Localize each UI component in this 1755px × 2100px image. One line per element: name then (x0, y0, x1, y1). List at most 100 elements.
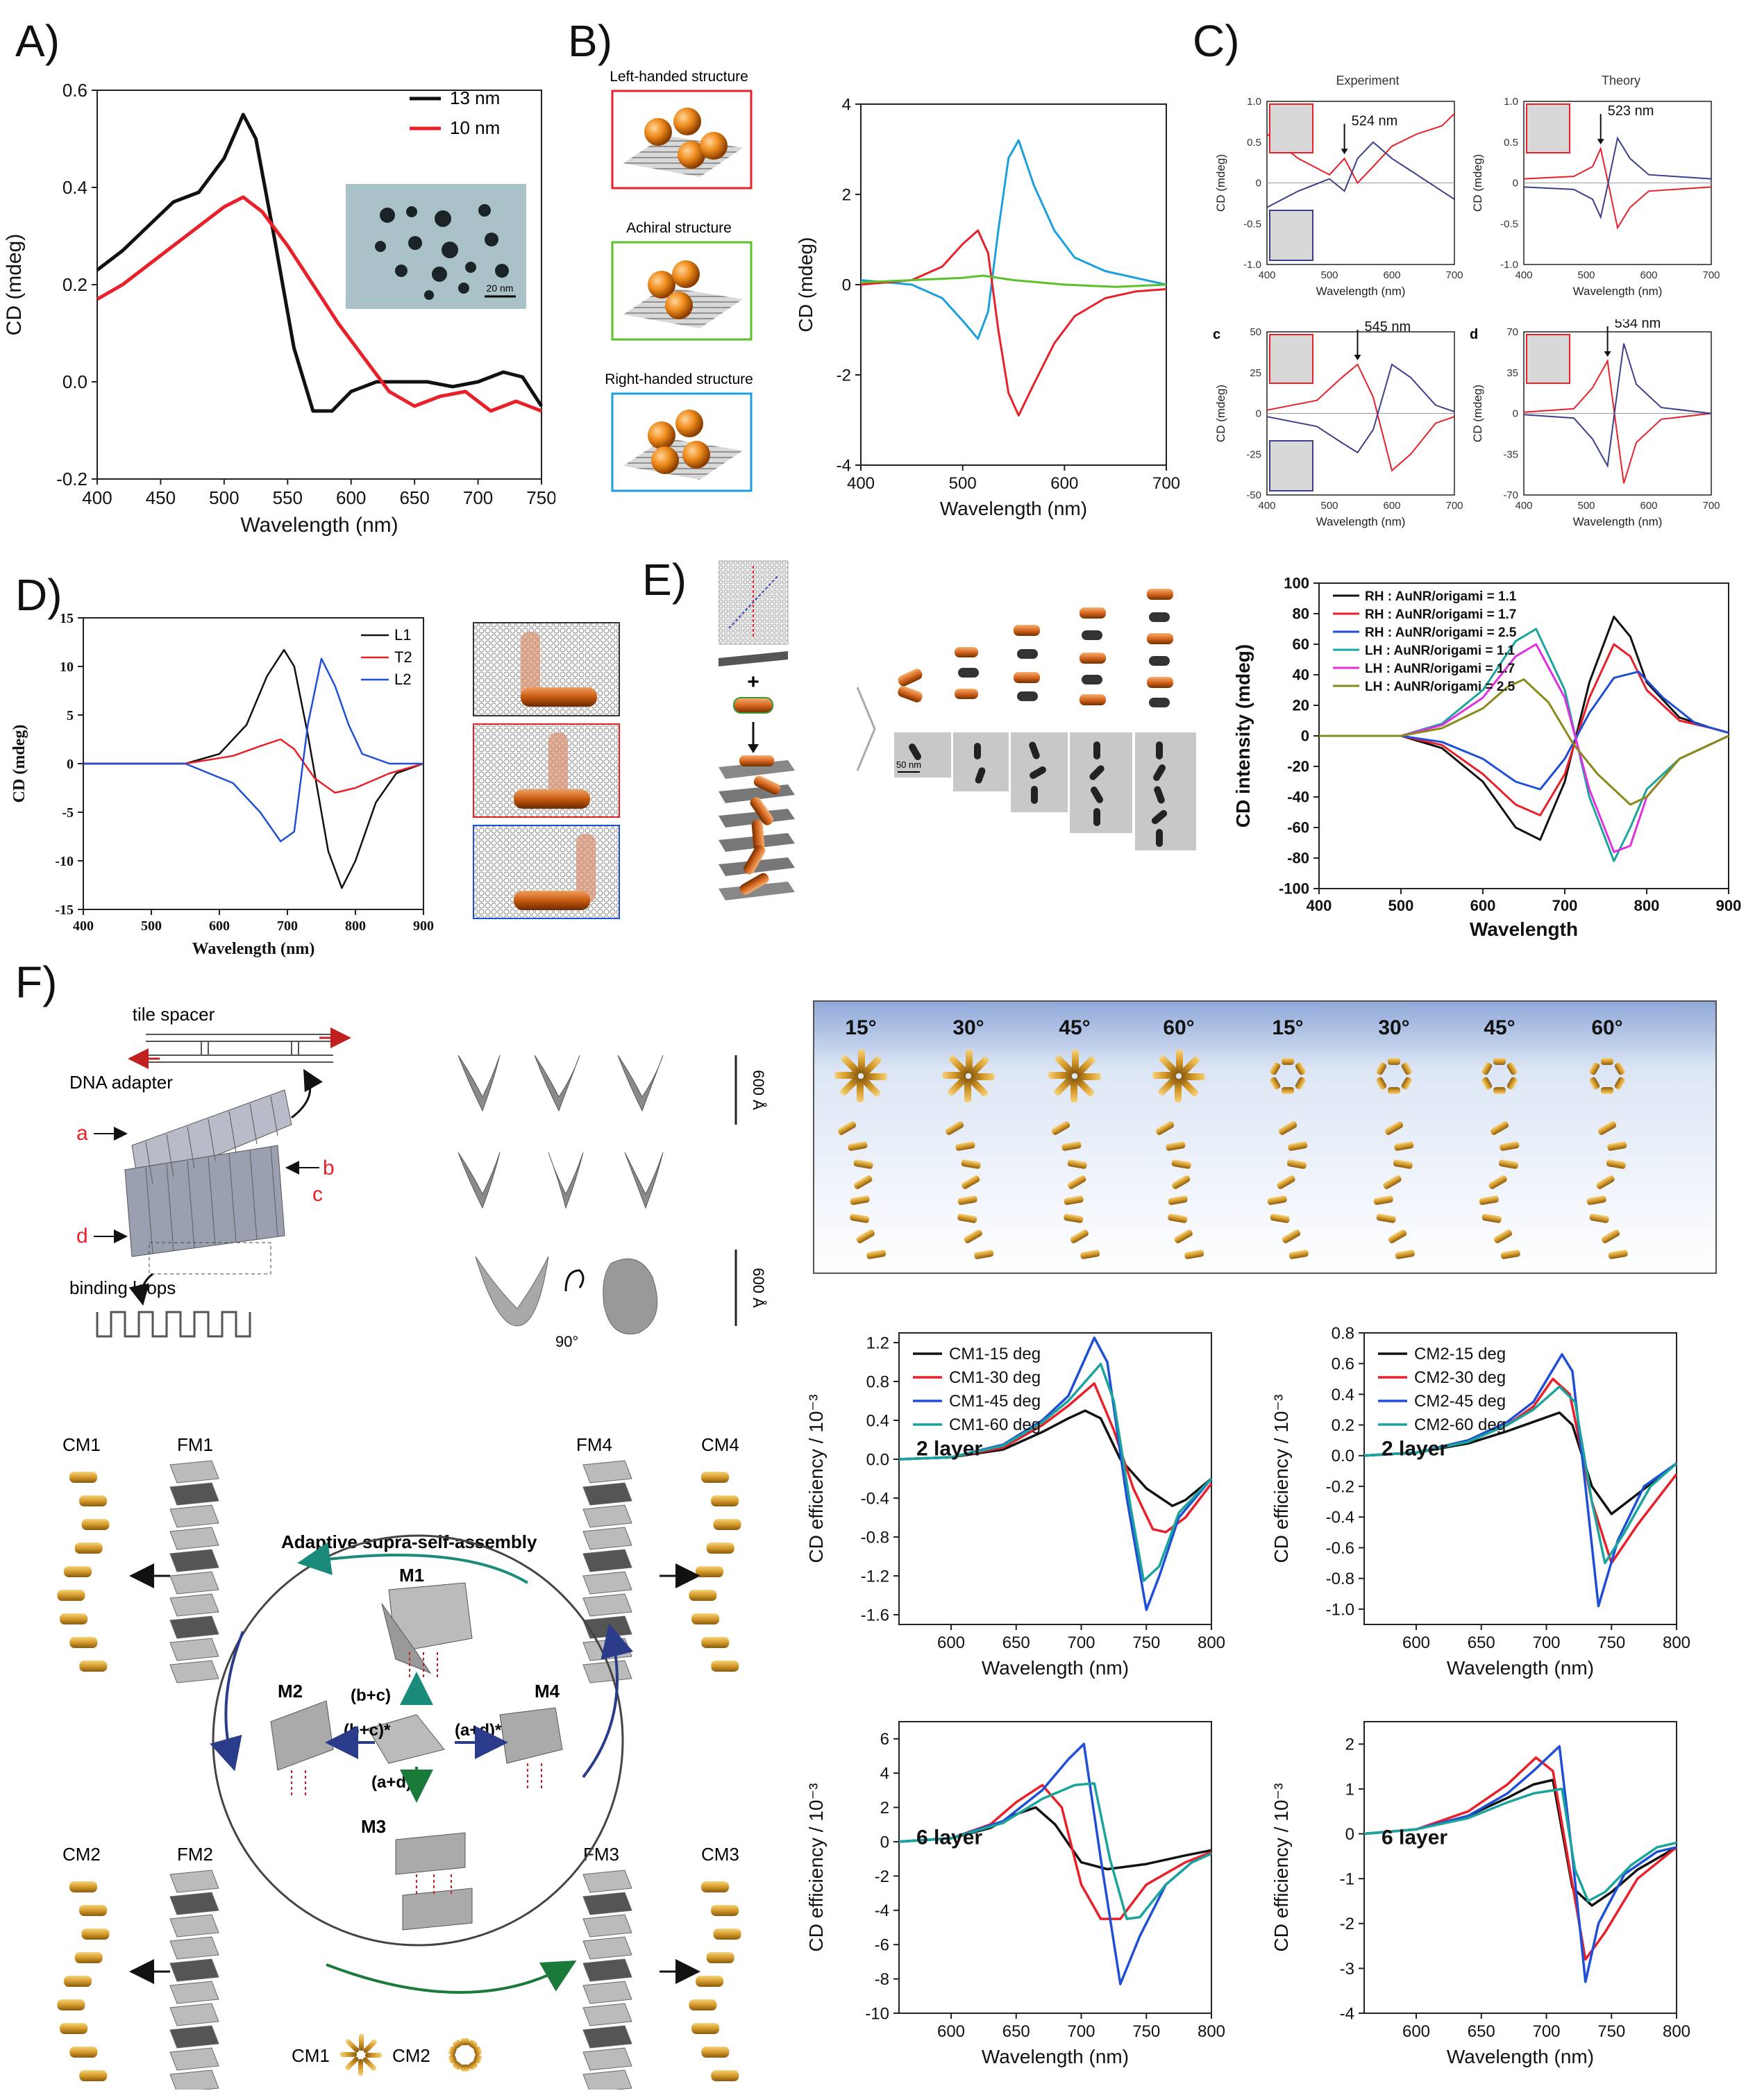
tile (169, 1527, 219, 1550)
angle-label: 15° (845, 1016, 876, 1039)
rod (866, 1250, 887, 1259)
tile (582, 1914, 632, 1938)
rod (1278, 1121, 1298, 1135)
rod (1295, 1077, 1306, 1090)
tile (169, 2003, 219, 2026)
y-tick-label: -3 (1340, 1960, 1354, 1979)
y-tick-label: 100 (1284, 575, 1309, 592)
inset-image (1269, 334, 1313, 384)
rod (964, 1079, 971, 1102)
gold-particle (672, 260, 700, 288)
rod (1506, 1077, 1518, 1090)
rod (69, 1881, 97, 1892)
y-tick-label: -35 (1503, 448, 1518, 460)
rod (1500, 1250, 1520, 1259)
panel-e-label: E) (642, 555, 687, 605)
x-tick-label: 800 (1663, 1633, 1690, 1652)
x-tick-label: 500 (1320, 269, 1338, 281)
gold-particle (665, 292, 693, 319)
legend-13nm: 13 nm (450, 87, 500, 108)
panel-f-adapter-schematic: tile spacer DNA adapter a b c d binding … (69, 1007, 351, 1338)
side-model (603, 1258, 658, 1335)
tile (169, 1482, 219, 1506)
sublabel-c: c (1213, 327, 1220, 342)
panel-c-plot-b: 400 500 600 700 1.0 0.5 0 -0.5 -1.0 Wavelength (n… (1471, 96, 1720, 298)
rod (1383, 1175, 1402, 1189)
panel-e-chart: 400 500 600 700 800 900 -100 -80 -60 -40 -20 0 20 40 6… (1232, 575, 1741, 940)
legend-entry: RH : AuNR/origami = 1.1 (1365, 589, 1517, 604)
rod (957, 1213, 977, 1223)
arrow-head (748, 744, 759, 753)
y-axis-label: CD efficiency / 10⁻³ (805, 1394, 827, 1563)
y-tick-label: 0.2 (62, 274, 87, 295)
y-tick-label: 40 (1293, 666, 1309, 684)
tile (169, 2047, 219, 2071)
legend-entry: CM2-15 deg (1414, 1345, 1506, 1363)
x-tick-label: 800 (1198, 1633, 1225, 1652)
legend-cm1: CM1 (292, 2045, 330, 2066)
rod (79, 2070, 108, 2081)
rod (359, 2034, 364, 2051)
rod (461, 2038, 469, 2045)
legend-l1: L1 (394, 626, 411, 644)
m1-label: M1 (399, 1565, 424, 1586)
y-tick-label: -4 (837, 456, 851, 475)
rod (1488, 1175, 1507, 1189)
curved-arrow (210, 1631, 244, 1772)
fm4-label: FM4 (576, 1434, 612, 1455)
tile (169, 1460, 219, 1484)
rod (955, 1141, 975, 1151)
tile (582, 1892, 632, 1915)
series-line-13-nm (96, 112, 544, 413)
y-tick-label: 1.2 (866, 1334, 889, 1352)
structure-label-left: Left-handed structure (610, 69, 748, 85)
rod (461, 2065, 469, 2072)
rod (964, 1229, 982, 1243)
rotation-label: 90° (555, 1333, 578, 1350)
panel-f-angle-models: 15° 30° 45° 60° 15° 30° 45° 60° (813, 1000, 1717, 1274)
rod (689, 1590, 717, 1601)
y-tick-label: -1 (1340, 1870, 1354, 1889)
y-tick-label: 25 (1250, 367, 1261, 379)
y-tick-label: -70 (1503, 489, 1518, 501)
rod (971, 1073, 995, 1080)
rod (1376, 1062, 1387, 1075)
rod (1277, 1175, 1295, 1189)
y-tick-label: -0.4 (861, 1489, 889, 1508)
angle-label: 45° (1059, 1016, 1090, 1039)
rod (1597, 1121, 1617, 1135)
layer-label: 2 layer (916, 1437, 982, 1460)
y-tick-label: -1.0 (1326, 1600, 1354, 1619)
angle-label: 30° (1378, 1016, 1409, 1039)
x-tick-label: 600 (1383, 500, 1400, 512)
label-c: c (312, 1183, 323, 1206)
rod (345, 2039, 360, 2053)
rod (966, 1050, 973, 1073)
dashed-region (149, 1242, 271, 1275)
peak-annotation: 524 nm (1352, 113, 1398, 128)
y-tick-label: -4 (1340, 2004, 1354, 2023)
rod (1498, 1159, 1518, 1169)
y-tick-label: 0 (1513, 408, 1518, 420)
rod (1267, 1195, 1287, 1205)
rod (1077, 1073, 1101, 1080)
tile (582, 1660, 632, 1683)
x-tick-label: 700 (1067, 2022, 1095, 2041)
tile (582, 1870, 632, 1893)
x-tick-label: 750 (526, 487, 555, 508)
legend-entry: CM2-45 deg (1414, 1392, 1506, 1411)
rod (850, 1213, 870, 1223)
panel-c-headers: Experiment Theory (1336, 74, 1640, 87)
rod (1179, 1056, 1200, 1076)
y-tick-label: 80 (1293, 605, 1309, 623)
rod (834, 1072, 858, 1079)
y-tick-label: -1.0 (1500, 259, 1518, 271)
gold-particle (648, 421, 675, 449)
rod (1158, 1076, 1178, 1096)
y-tick-label: -5 (62, 805, 74, 821)
plot-frame (898, 1721, 1212, 2014)
rod (69, 1472, 97, 1483)
legend-entry: RH : AuNR/origami = 2.5 (1365, 625, 1517, 640)
rod (1282, 1229, 1301, 1243)
